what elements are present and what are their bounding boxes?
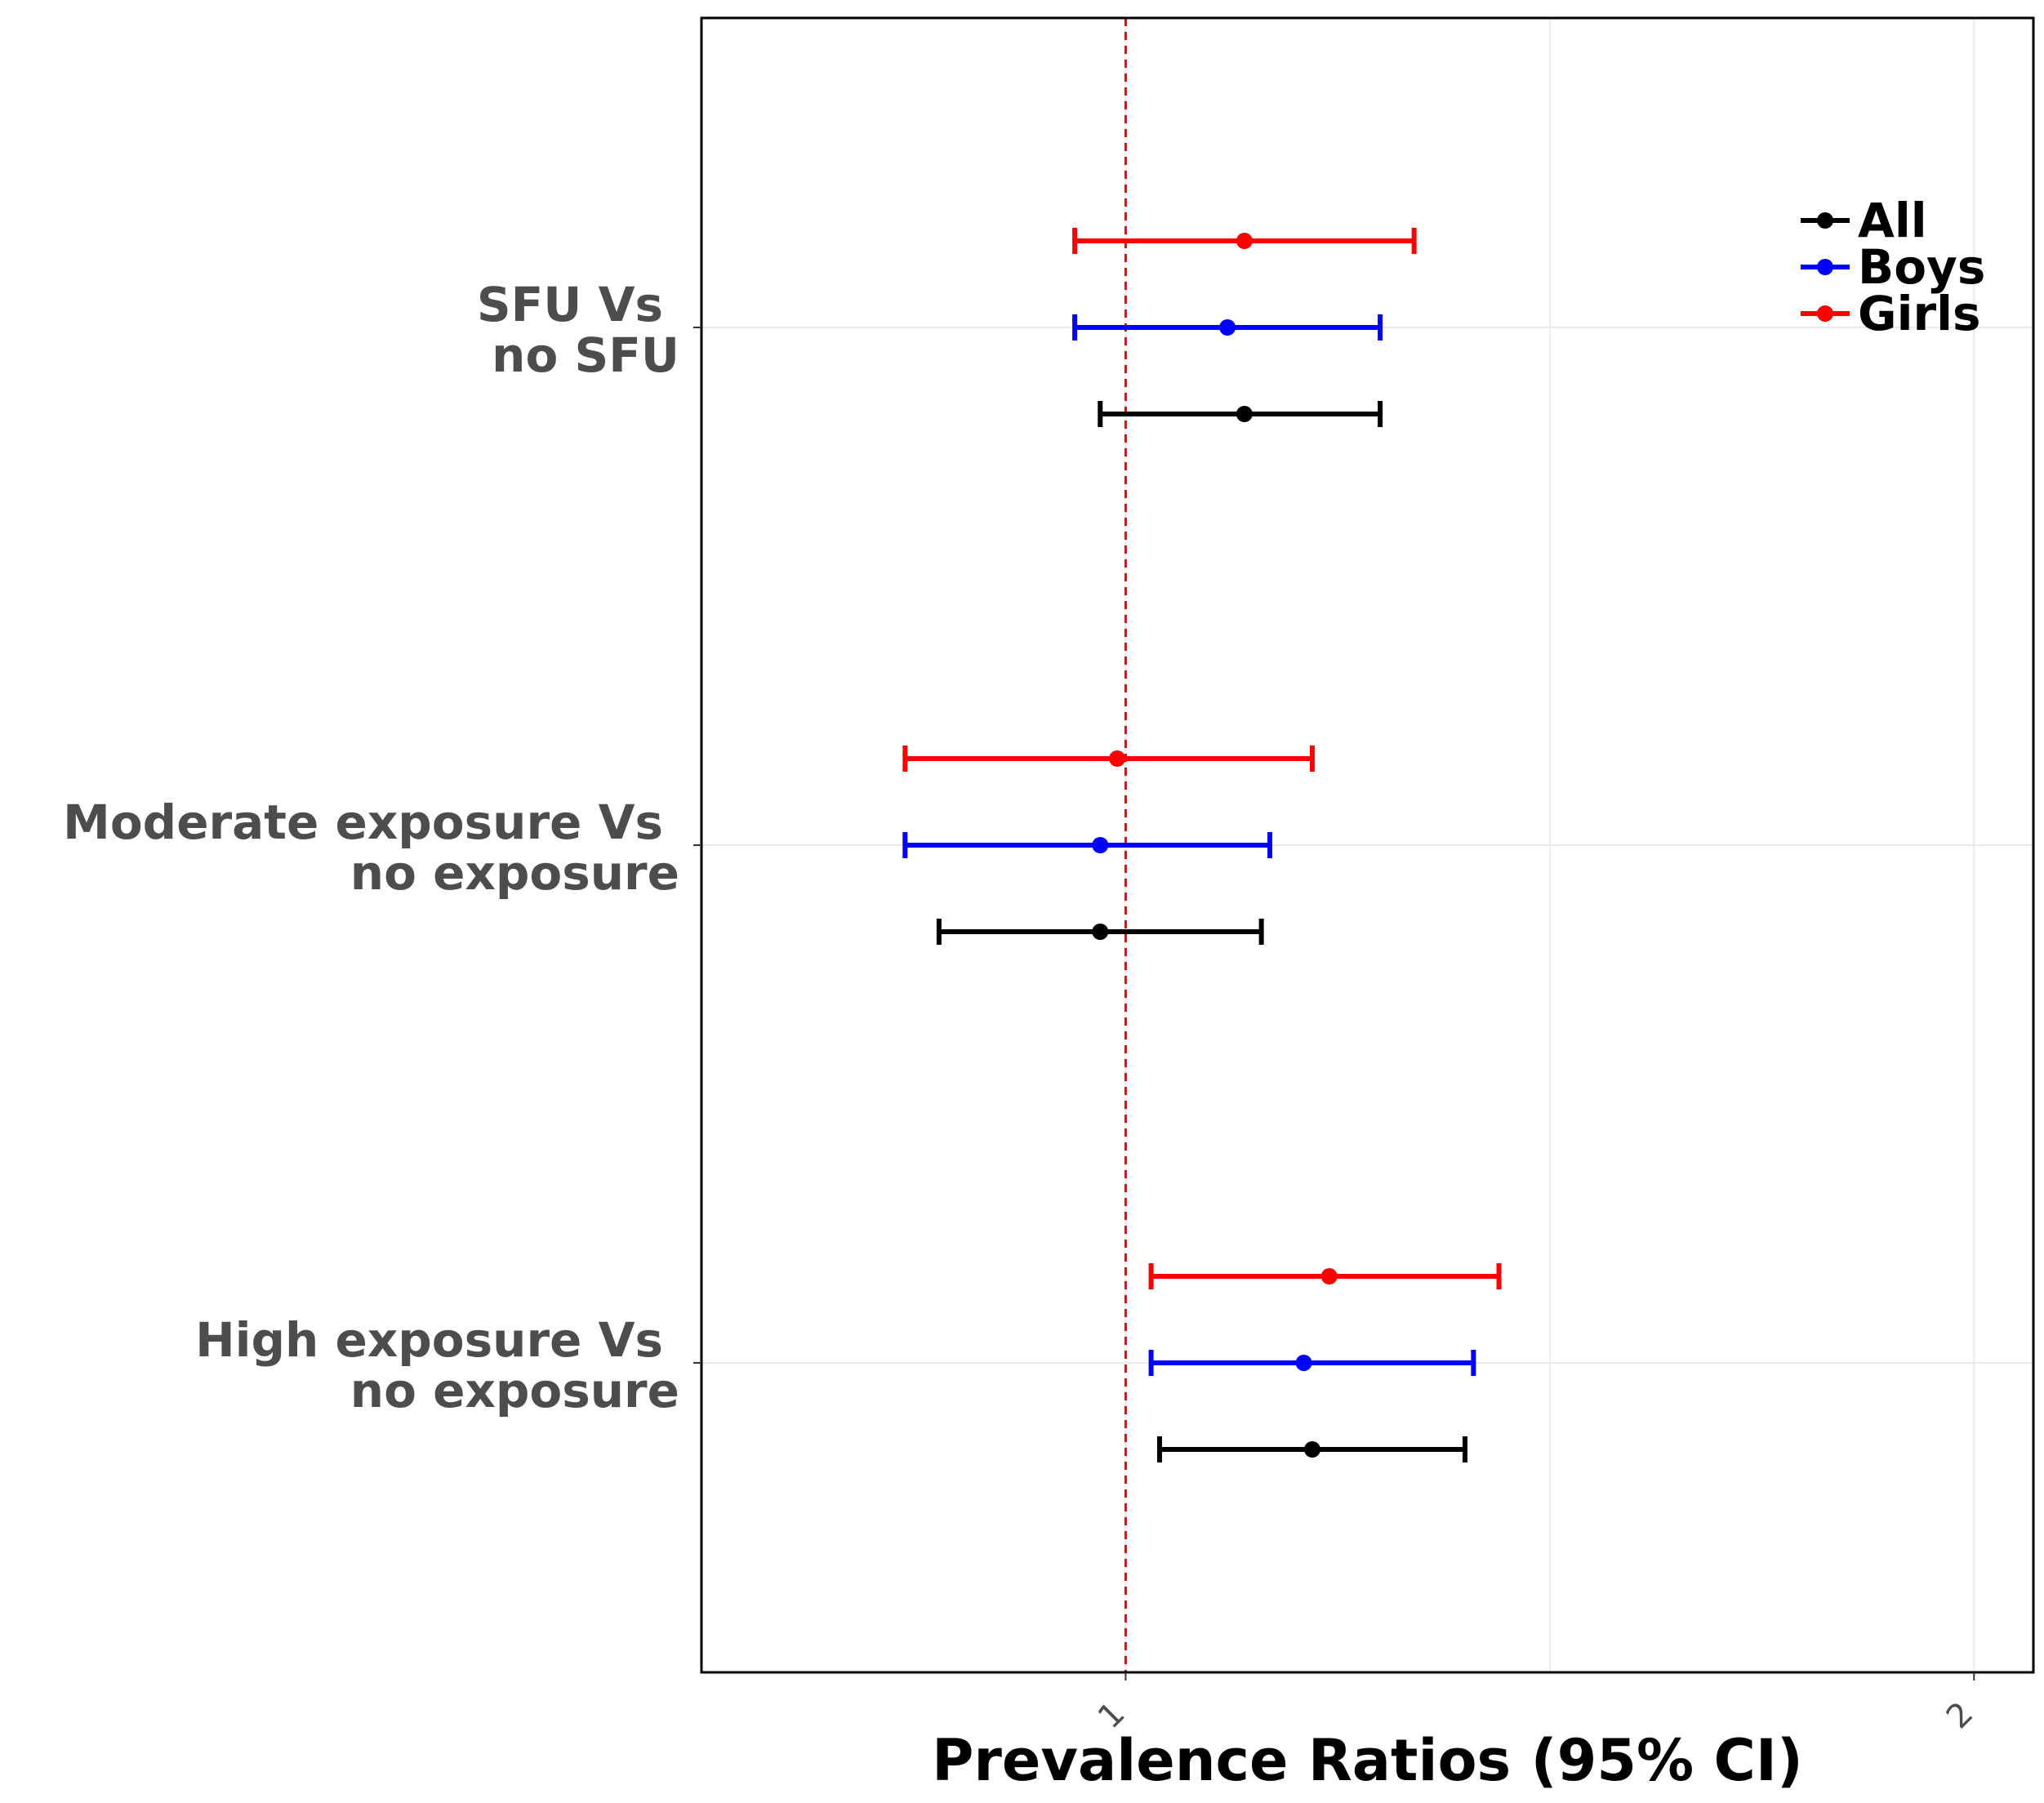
all-point-estimate <box>1092 924 1109 940</box>
legend-girls-marker <box>1817 305 1833 322</box>
legend-boys-marker <box>1817 259 1833 275</box>
girls-point-estimate <box>1236 233 1253 249</box>
category-label-line2: no SFU <box>492 327 679 383</box>
girls-point-estimate <box>1320 1268 1338 1284</box>
category-label-line1: Moderate exposure Vs <box>63 795 663 850</box>
all-point-estimate <box>1236 406 1253 422</box>
boys-point-estimate <box>1295 1355 1312 1371</box>
category-label-line2: no exposure <box>350 845 679 901</box>
x-tick-label: 2 <box>1939 1695 1981 1737</box>
all-point-estimate <box>1303 1441 1320 1458</box>
x-axis-title: Prevalence Ratios (95% CI) <box>932 1727 1803 1794</box>
series-layer <box>902 228 1502 1462</box>
boys-point-estimate <box>1092 837 1109 853</box>
girls-point-estimate <box>1109 750 1126 767</box>
category-label-line1: High exposure Vs <box>195 1312 663 1368</box>
legend-boys-label: Boys <box>1858 239 1985 295</box>
category-label-line1: SFU Vs <box>477 277 663 332</box>
y-axis-ticks <box>693 327 701 1364</box>
legend-girls-label: Girls <box>1858 286 1981 341</box>
legend-all-marker <box>1817 212 1833 229</box>
boys-point-estimate <box>1219 319 1236 336</box>
legend-all-label: All <box>1858 193 1927 248</box>
category-label-line2: no exposure <box>350 1363 679 1418</box>
